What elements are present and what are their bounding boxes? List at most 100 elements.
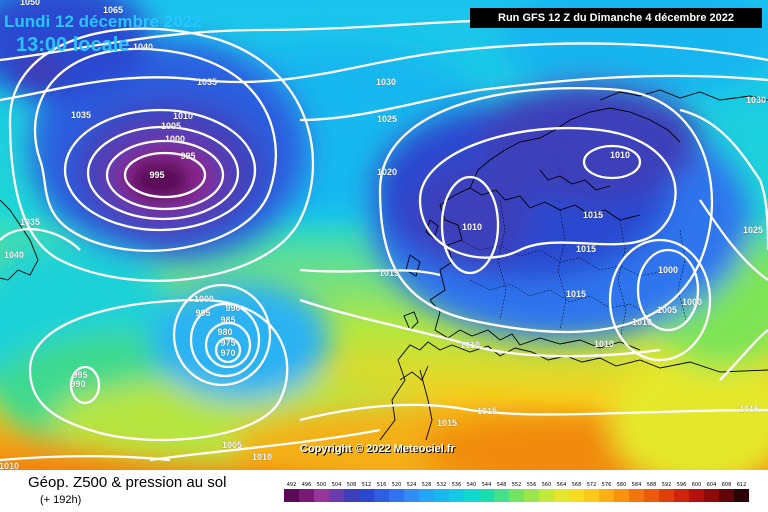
valid-time: 13:00 locale [16,34,130,56]
legend-swatch [644,489,659,502]
legend-swatch [419,489,434,502]
legend-swatch [614,489,629,502]
pressure-label: 1005 [222,440,242,450]
pressure-label: 1010 [462,222,482,232]
legend-swatch [584,489,599,502]
legend-level-label: 536 [452,482,462,488]
legend-level-label: 596 [677,482,687,488]
legend-level-label: 556 [527,482,537,488]
legend-swatch [659,489,674,502]
pressure-label: 1010 [460,340,480,350]
color-scale-legend: 492 496 500 504 508 512 516 520 524 528 532 536 540 5… [284,482,749,502]
legend-level-label: 508 [347,482,357,488]
legend-swatch [479,489,494,502]
legend-level-label: 600 [692,482,702,488]
pressure-label: 1000 [165,134,185,144]
legend-swatch [524,489,539,502]
run-info-banner: Run GFS 12 Z du Dimanche 4 décembre 2022 [470,8,762,28]
legend-swatch [344,489,359,502]
pressure-label: 1015 [583,210,603,220]
legend-swatch [374,489,389,502]
pressure-label: 1035 [71,110,91,120]
pressure-label: 1035 [20,217,40,227]
chart-title: Géop. Z500 & pression au sol [28,474,227,491]
legend-level-label: 540 [467,482,477,488]
legend-level-label: 612 [737,482,747,488]
pressure-label: 1010 [252,452,272,462]
legend-swatch [404,489,419,502]
pressure-label: 970 [220,348,235,358]
legend-swatch [329,489,344,502]
legend-swatch [629,489,644,502]
legend-level-label: 572 [587,482,597,488]
legend-level-label: 532 [437,482,447,488]
legend-swatch [314,489,329,502]
pressure-label: 1030 [376,77,396,87]
pressure-label: 1035 [197,77,217,87]
legend-level-label: 492 [287,482,297,488]
pressure-label: 1015 [477,406,497,416]
isobars [0,18,768,462]
forecast-lead-time: (+ 192h) [40,494,82,506]
pressure-label: 1020 [377,167,397,177]
pressure-label: 1000 [658,265,678,275]
pressure-labels: 1065 1040 1050 1035 1035 1010 1005 1000 … [0,0,766,470]
pressure-label: 995 [149,170,164,180]
valid-date: Lundi 12 décembre 2022 [4,12,202,31]
pressure-label: 1015 [566,289,586,299]
pressure-label: 1015 [379,268,399,278]
pressure-label: 1030 [746,95,766,105]
legend-level-label: 584 [632,482,642,488]
pressure-label: 1015 [576,244,596,254]
legend-swatch [509,489,524,502]
pressure-label: 1025 [743,225,763,235]
legend-level-label: 544 [482,482,492,488]
pressure-label: 980 [217,327,232,337]
legend-swatch [554,489,569,502]
legend-level-label: 552 [512,482,522,488]
pressure-label: 1005 [161,121,181,131]
legend-level-label: 504 [332,482,342,488]
legend-level-label: 500 [317,482,327,488]
legend-level-label: 592 [662,482,672,488]
legend-level-label: 496 [302,482,312,488]
legend-swatch [689,489,704,502]
pressure-label: 975 [220,338,235,348]
legend-level-label: 512 [362,482,372,488]
legend-level-label: 608 [722,482,732,488]
legend-swatch [284,489,299,502]
map-canvas: 1065 1040 1050 1035 1035 1010 1005 1000 … [0,0,768,470]
legend-swatch [734,489,749,502]
pressure-label: 1000 [682,297,702,307]
footer-bar: Géop. Z500 & pression au sol (+ 192h) 49… [0,470,768,512]
pressure-label: 1025 [377,114,397,124]
legend-level-label: 528 [422,482,432,488]
legend-swatch [704,489,719,502]
legend-swatch [539,489,554,502]
legend-level-label: 580 [617,482,627,488]
pressure-label: 990 [225,303,240,313]
legend-swatch [569,489,584,502]
pressure-label: 1040 [4,250,24,260]
legend-swatch [434,489,449,502]
pressure-label: 995 [72,370,87,380]
pressure-label: 1005 [657,305,677,315]
pressure-label: 1050 [20,0,40,7]
legend-level-label: 564 [557,482,567,488]
pressure-label: 1015 [739,404,759,414]
legend-swatch [494,489,509,502]
pressure-label: 1010 [594,339,614,349]
legend-level-label: 548 [497,482,507,488]
legend-level-label: 524 [407,482,417,488]
legend-level-label: 576 [602,482,612,488]
pressure-label: 1010 [610,150,630,160]
pressure-label: 1015 [437,418,457,428]
legend-swatch [464,489,479,502]
legend-level-label: 604 [707,482,717,488]
pressure-label: 1010 [0,461,19,470]
legend-swatch [359,489,374,502]
legend-level-label: 520 [392,482,402,488]
pressure-label: 1000 [194,294,214,304]
legend-swatch [299,489,314,502]
